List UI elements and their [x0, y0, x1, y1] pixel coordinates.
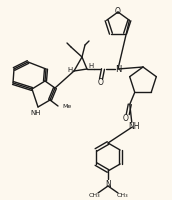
Text: H: H — [67, 67, 73, 73]
Text: N: N — [115, 65, 121, 74]
Text: Me: Me — [62, 104, 71, 109]
Text: O: O — [115, 7, 121, 16]
Text: NH: NH — [128, 121, 139, 130]
Text: H: H — [88, 63, 94, 69]
Text: NH: NH — [31, 109, 41, 115]
Text: CH₃: CH₃ — [88, 193, 100, 198]
Text: N: N — [105, 180, 111, 189]
Text: CH₃: CH₃ — [116, 193, 128, 198]
Text: O: O — [98, 78, 104, 87]
Text: O: O — [123, 113, 129, 122]
